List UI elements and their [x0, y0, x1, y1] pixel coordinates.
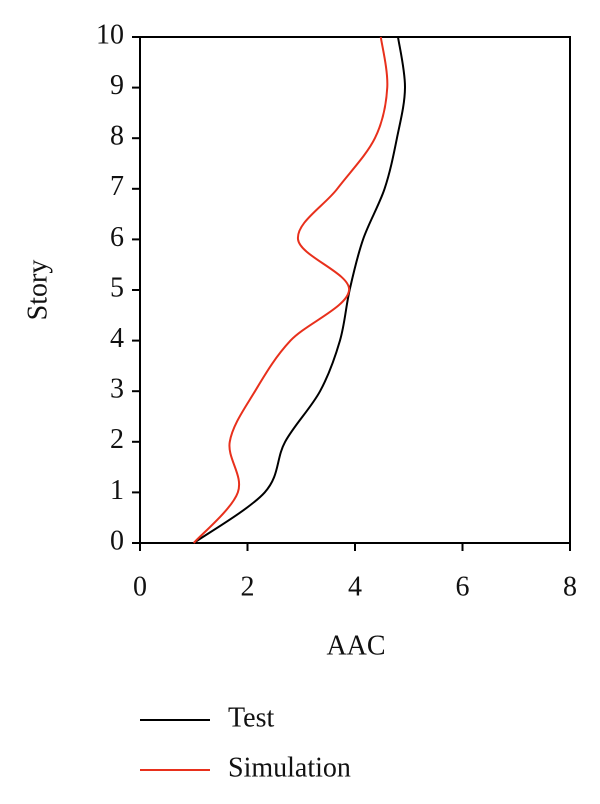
x-tick-label: 8 — [563, 571, 577, 602]
y-tick-label: 2 — [110, 424, 124, 455]
y-tick-label: 5 — [110, 272, 124, 303]
y-axis-label: Story — [22, 260, 53, 321]
x-tick-label: 2 — [241, 571, 255, 602]
y-tick-label: 4 — [110, 323, 124, 354]
series-line — [192, 36, 389, 544]
x-tick-label: 6 — [456, 571, 470, 602]
y-tick-label: 3 — [110, 374, 124, 405]
y-tick-label: 8 — [110, 121, 124, 152]
y-tick-label: 9 — [110, 70, 124, 101]
series-line — [193, 36, 406, 544]
legend-label: Test — [228, 702, 274, 733]
y-tick-label: 10 — [96, 19, 124, 50]
y-tick-label: 7 — [110, 171, 124, 202]
legend-label: Simulation — [228, 752, 351, 783]
x-axis-label: AAC — [326, 630, 385, 661]
plot-frame — [139, 36, 571, 544]
x-tick-label: 4 — [348, 571, 362, 602]
y-tick-label: 6 — [110, 222, 124, 253]
y-tick-label: 1 — [110, 475, 124, 506]
y-tick-label: 0 — [110, 525, 124, 556]
x-tick-label: 0 — [133, 571, 147, 602]
